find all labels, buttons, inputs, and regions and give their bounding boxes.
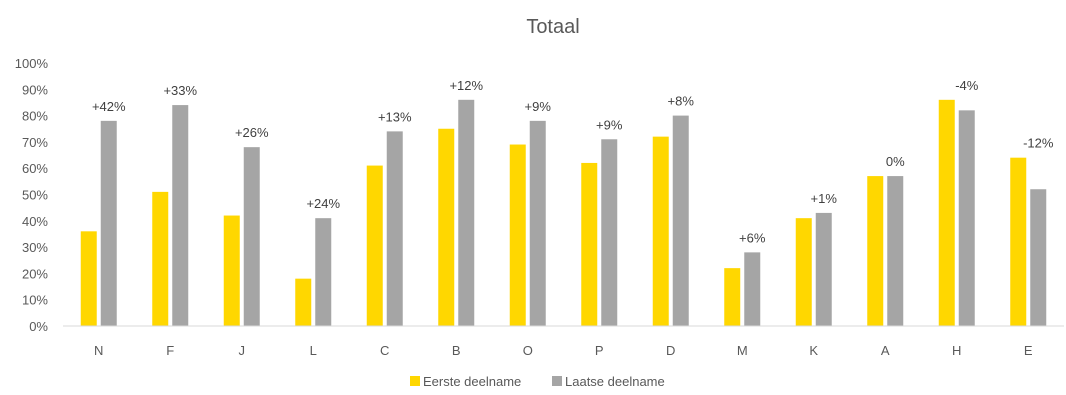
data-label: +26% xyxy=(235,125,269,140)
y-tick-label: 70% xyxy=(22,135,48,150)
x-tick-label: C xyxy=(380,343,389,358)
bar-laatse xyxy=(958,110,975,326)
data-label: +6% xyxy=(739,230,766,245)
y-tick-label: 90% xyxy=(22,82,48,97)
x-tick-label: F xyxy=(166,343,174,358)
data-label: +9% xyxy=(525,99,552,114)
y-tick-label: 30% xyxy=(22,240,48,255)
bar-eerste xyxy=(80,231,97,326)
data-label: +33% xyxy=(163,83,197,98)
x-tick-label: B xyxy=(452,343,461,358)
bar-laatse xyxy=(672,115,689,326)
bar-laatse xyxy=(243,147,260,326)
y-tick-label: 50% xyxy=(22,188,48,203)
bar-laatse xyxy=(458,99,475,326)
bar-eerste xyxy=(938,99,955,326)
data-label: +8% xyxy=(668,94,695,109)
bar-laatse xyxy=(1030,189,1047,326)
bar-eerste xyxy=(438,128,455,326)
data-label: +24% xyxy=(306,196,340,211)
data-label: +42% xyxy=(92,99,126,114)
bar-laatse xyxy=(529,120,546,326)
y-tick-label: 0% xyxy=(29,319,48,334)
bar-laatse xyxy=(815,212,832,326)
x-tick-label: K xyxy=(809,343,818,358)
data-label: +9% xyxy=(596,117,623,132)
x-tick-label: L xyxy=(310,343,317,358)
y-tick-label: 60% xyxy=(22,161,48,176)
x-tick-label: P xyxy=(595,343,604,358)
bar-laatse xyxy=(100,120,117,326)
bar-eerste xyxy=(509,144,526,326)
bar-eerste xyxy=(867,176,884,326)
x-tick-label: D xyxy=(666,343,675,358)
chart-title: Totaal xyxy=(526,16,579,38)
bars xyxy=(80,99,1047,326)
bar-eerste xyxy=(366,165,383,326)
y-tick-label: 20% xyxy=(22,266,48,281)
data-label: +13% xyxy=(378,109,412,124)
bar-eerste xyxy=(652,136,669,326)
bar-laatse xyxy=(887,176,904,326)
x-tick-label: J xyxy=(239,343,246,358)
bar-eerste xyxy=(795,218,812,326)
bar-eerste xyxy=(223,215,240,326)
data-label: 0% xyxy=(886,154,905,169)
bar-laatse xyxy=(601,139,618,326)
bar-laatse xyxy=(315,218,332,326)
data-label: +1% xyxy=(811,191,838,206)
x-tick-label: A xyxy=(881,343,890,358)
data-labels: +42% +33% +26% +24% +13% +12% +9% +9% +8% +6% +1% 0… xyxy=(92,78,1054,246)
bar-laatse xyxy=(386,131,403,326)
legend-label: Laatse deelname xyxy=(565,374,665,389)
bar-eerste xyxy=(581,162,598,326)
data-label: -4% xyxy=(955,78,979,93)
y-tick-label: 10% xyxy=(22,293,48,308)
y-tick-label: 100% xyxy=(15,56,49,71)
y-tick-label: 40% xyxy=(22,214,48,229)
bar-eerste xyxy=(295,278,312,326)
x-tick-label: H xyxy=(952,343,961,358)
x-tick-label: O xyxy=(523,343,533,358)
legend-label: Eerste deelname xyxy=(423,374,521,389)
x-tick-label: E xyxy=(1024,343,1033,358)
y-tick-label: 80% xyxy=(22,109,48,124)
bar-eerste xyxy=(152,191,169,326)
x-tick-label: N xyxy=(94,343,103,358)
bar-eerste xyxy=(1010,157,1027,326)
legend-swatch xyxy=(552,376,562,386)
x-tick-label: M xyxy=(737,343,748,358)
data-label: -12% xyxy=(1023,136,1054,151)
legend-swatch xyxy=(410,376,420,386)
bar-eerste xyxy=(724,268,741,326)
y-axis: 0% 10% 20% 30% 40% 50% 60% 70% 80% 90% 100% xyxy=(15,56,49,334)
data-label: +12% xyxy=(449,78,483,93)
bar-laatse xyxy=(744,252,761,326)
legend: Eerste deelname Laatse deelname xyxy=(410,374,665,389)
bar-laatse xyxy=(172,105,189,326)
